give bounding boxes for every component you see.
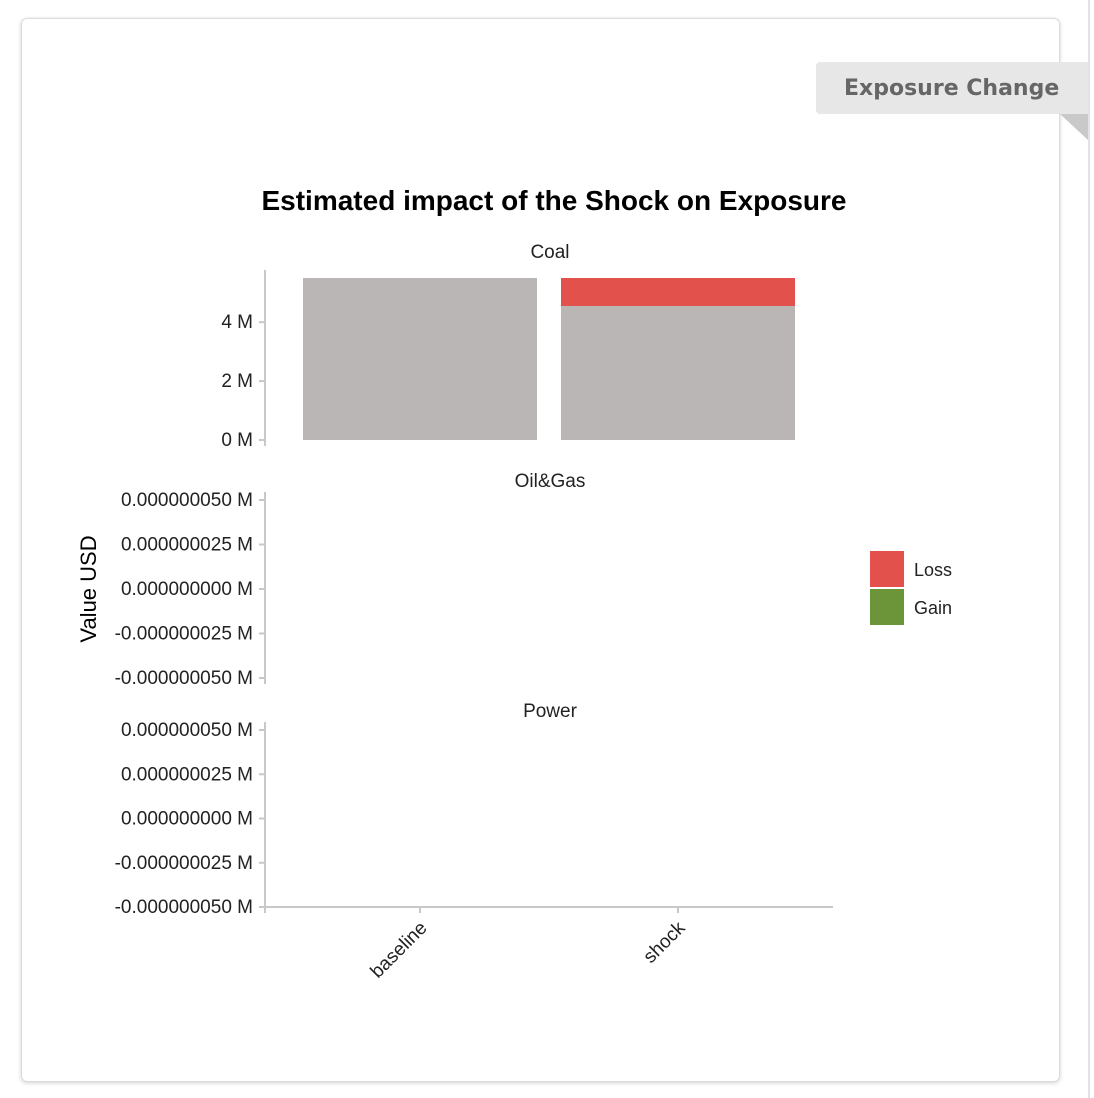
facet-label: Coal: [530, 242, 569, 263]
chart-title: Estimated impact of the Shock on Exposur…: [261, 185, 846, 216]
x-axis: baseline shock: [265, 906, 833, 983]
facet-coal: Coal 0 M 2 M 4 M: [221, 242, 795, 451]
y-tick-label: -0.000000050 M: [115, 897, 253, 918]
chart-facets: Coal 0 M 2 M 4 M Oil&Gas 0.000000050 M 0.00000…: [115, 242, 795, 918]
facet-power: Power 0.000000050 M 0.000000025 M 0.0000000…: [115, 701, 578, 918]
y-tick-label: 0.000000050 M: [121, 720, 253, 741]
ribbon-label: Exposure Change: [844, 75, 1060, 101]
exposure-change-ribbon: Exposure Change: [816, 62, 1088, 114]
chart-card: [21, 18, 1060, 1082]
legend-swatch-gain: [870, 589, 904, 625]
y-tick-label: 0.000000050 M: [121, 490, 253, 511]
y-tick-label: 4 M: [221, 312, 253, 333]
facet-label: Oil&Gas: [515, 471, 586, 492]
ribbon-fold: [1060, 114, 1088, 140]
x-tick-label-shock: shock: [640, 917, 690, 967]
scrollbar-edge[interactable]: [1088, 0, 1090, 1098]
y-tick-label: 0.000000000 M: [121, 579, 253, 600]
legend-swatch-loss: [870, 551, 904, 587]
bar-shock-loss: [561, 278, 795, 306]
y-tick-label: -0.000000025 M: [115, 624, 253, 645]
legend-label-loss: Loss: [914, 560, 952, 580]
bar-baseline-baseline: [303, 278, 537, 440]
y-tick-label: -0.000000025 M: [115, 853, 253, 874]
facet-label: Power: [523, 701, 578, 722]
facet-oil-gas: Oil&Gas 0.000000050 M 0.000000025 M 0.00000…: [115, 471, 586, 689]
x-tick-label-baseline: baseline: [367, 918, 432, 983]
y-tick-label: 0.000000025 M: [121, 764, 253, 785]
legend: Loss Gain: [870, 551, 952, 625]
y-tick-label: 2 M: [221, 371, 253, 392]
y-tick-label: -0.000000050 M: [115, 668, 253, 689]
legend-label-gain: Gain: [914, 598, 952, 618]
y-tick-label: 0.000000025 M: [121, 535, 253, 556]
bar-shock-baseline: [561, 305, 795, 440]
y-axis-label: Value USD: [76, 535, 101, 642]
y-tick-label: 0.000000000 M: [121, 809, 253, 830]
y-tick-label: 0 M: [221, 430, 253, 451]
